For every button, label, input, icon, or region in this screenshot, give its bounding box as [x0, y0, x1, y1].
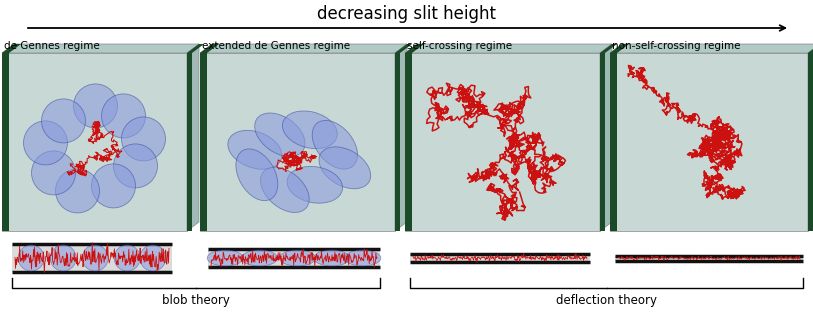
Polygon shape	[2, 53, 9, 231]
Ellipse shape	[280, 250, 315, 266]
Ellipse shape	[345, 250, 380, 266]
Ellipse shape	[114, 245, 140, 271]
Polygon shape	[610, 44, 813, 53]
Ellipse shape	[319, 147, 371, 189]
Ellipse shape	[114, 144, 158, 188]
Bar	[12, 244, 172, 272]
Ellipse shape	[140, 245, 166, 271]
Ellipse shape	[207, 250, 243, 266]
Polygon shape	[600, 53, 605, 231]
Ellipse shape	[32, 151, 76, 195]
Ellipse shape	[228, 130, 282, 169]
Polygon shape	[405, 53, 412, 231]
Text: self-crossing regime: self-crossing regime	[407, 41, 512, 51]
Ellipse shape	[82, 245, 108, 271]
Ellipse shape	[102, 94, 146, 138]
Polygon shape	[808, 44, 813, 53]
Ellipse shape	[92, 164, 136, 208]
Polygon shape	[395, 44, 407, 231]
Polygon shape	[610, 44, 629, 53]
Polygon shape	[405, 44, 424, 53]
Bar	[208, 249, 380, 267]
Polygon shape	[187, 53, 192, 231]
Polygon shape	[405, 44, 612, 53]
Text: deflection theory: deflection theory	[556, 294, 657, 307]
Bar	[615, 256, 803, 261]
Polygon shape	[200, 44, 219, 53]
Ellipse shape	[260, 167, 309, 213]
Ellipse shape	[50, 245, 76, 271]
Polygon shape	[600, 44, 617, 53]
Ellipse shape	[18, 245, 44, 271]
Ellipse shape	[55, 169, 99, 213]
Text: de Gennes regime: de Gennes regime	[4, 41, 100, 51]
Text: decreasing slit height: decreasing slit height	[316, 5, 495, 23]
Polygon shape	[610, 53, 808, 231]
Polygon shape	[808, 53, 813, 231]
Text: non-self-crossing regime: non-self-crossing regime	[612, 41, 741, 51]
Text: extended de Gennes regime: extended de Gennes regime	[202, 41, 350, 51]
Bar	[410, 254, 590, 262]
Ellipse shape	[282, 111, 337, 149]
Ellipse shape	[24, 121, 67, 165]
Polygon shape	[2, 44, 199, 53]
Ellipse shape	[241, 250, 277, 266]
Polygon shape	[395, 53, 400, 231]
Text: blob theory: blob theory	[162, 294, 230, 307]
Polygon shape	[405, 53, 600, 231]
Polygon shape	[200, 53, 395, 231]
Polygon shape	[395, 44, 412, 53]
Polygon shape	[600, 44, 612, 231]
Ellipse shape	[312, 120, 358, 169]
Polygon shape	[2, 53, 187, 231]
Polygon shape	[187, 44, 199, 231]
Ellipse shape	[314, 250, 350, 266]
Ellipse shape	[121, 117, 166, 161]
Polygon shape	[2, 44, 21, 53]
Ellipse shape	[73, 84, 118, 128]
Polygon shape	[187, 44, 204, 53]
Polygon shape	[200, 53, 207, 231]
Polygon shape	[808, 44, 813, 231]
Ellipse shape	[254, 113, 305, 157]
Polygon shape	[200, 44, 407, 53]
Ellipse shape	[236, 149, 278, 201]
Ellipse shape	[41, 99, 85, 143]
Polygon shape	[610, 53, 617, 231]
Ellipse shape	[287, 166, 342, 203]
